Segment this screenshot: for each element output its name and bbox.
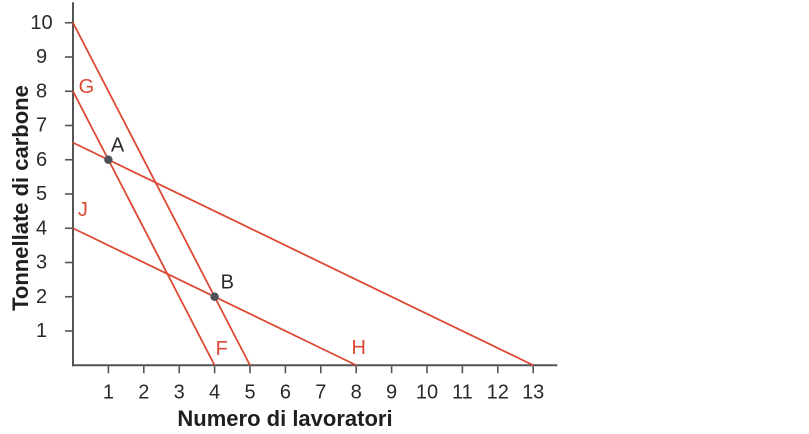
x-tick-label: 2 <box>138 381 149 403</box>
x-tick-label: 3 <box>174 381 185 403</box>
y-tick-label: 10 <box>30 12 52 34</box>
label-A: A <box>111 134 125 156</box>
y-tick-label: 4 <box>36 217 47 239</box>
line-isocost-flat-through-A <box>72 141 534 367</box>
x-tick-label: 7 <box>315 381 326 403</box>
point-B <box>210 292 219 301</box>
line-isocost-steep-through-B <box>72 22 251 366</box>
x-tick-label: 6 <box>280 381 291 403</box>
label-H: H <box>351 337 365 359</box>
line-isocost-G-F-through-A <box>72 90 216 366</box>
x-tick-label: 1 <box>103 381 114 403</box>
label-F: F <box>216 338 228 360</box>
y-tick-label: 6 <box>36 149 47 171</box>
y-axis-title: Tonnellate di carbone <box>8 85 33 311</box>
x-tick-label: 5 <box>244 381 255 403</box>
x-tick-label: 4 <box>209 381 220 403</box>
label-J: J <box>78 199 88 221</box>
y-tick-label: 8 <box>36 80 47 102</box>
x-tick-label: 12 <box>487 381 509 403</box>
point-A <box>104 155 113 164</box>
x-tick-label: 13 <box>522 381 544 403</box>
x-tick-label: 10 <box>416 381 438 403</box>
y-tick-label: 2 <box>36 286 47 308</box>
x-tick-label: 8 <box>351 381 362 403</box>
x-tick-label: 9 <box>386 381 397 403</box>
y-tick-label: 9 <box>36 46 47 68</box>
label-B: B <box>221 271 234 293</box>
label-G: G <box>79 76 95 98</box>
y-tick-label: 3 <box>36 252 47 274</box>
y-tick-label: 1 <box>36 320 47 342</box>
y-tick-label: 5 <box>36 183 47 205</box>
y-tick-label: 7 <box>36 115 47 137</box>
x-axis-title: Numero di lavoratori <box>177 406 393 431</box>
x-tick-label: 11 <box>452 381 473 403</box>
